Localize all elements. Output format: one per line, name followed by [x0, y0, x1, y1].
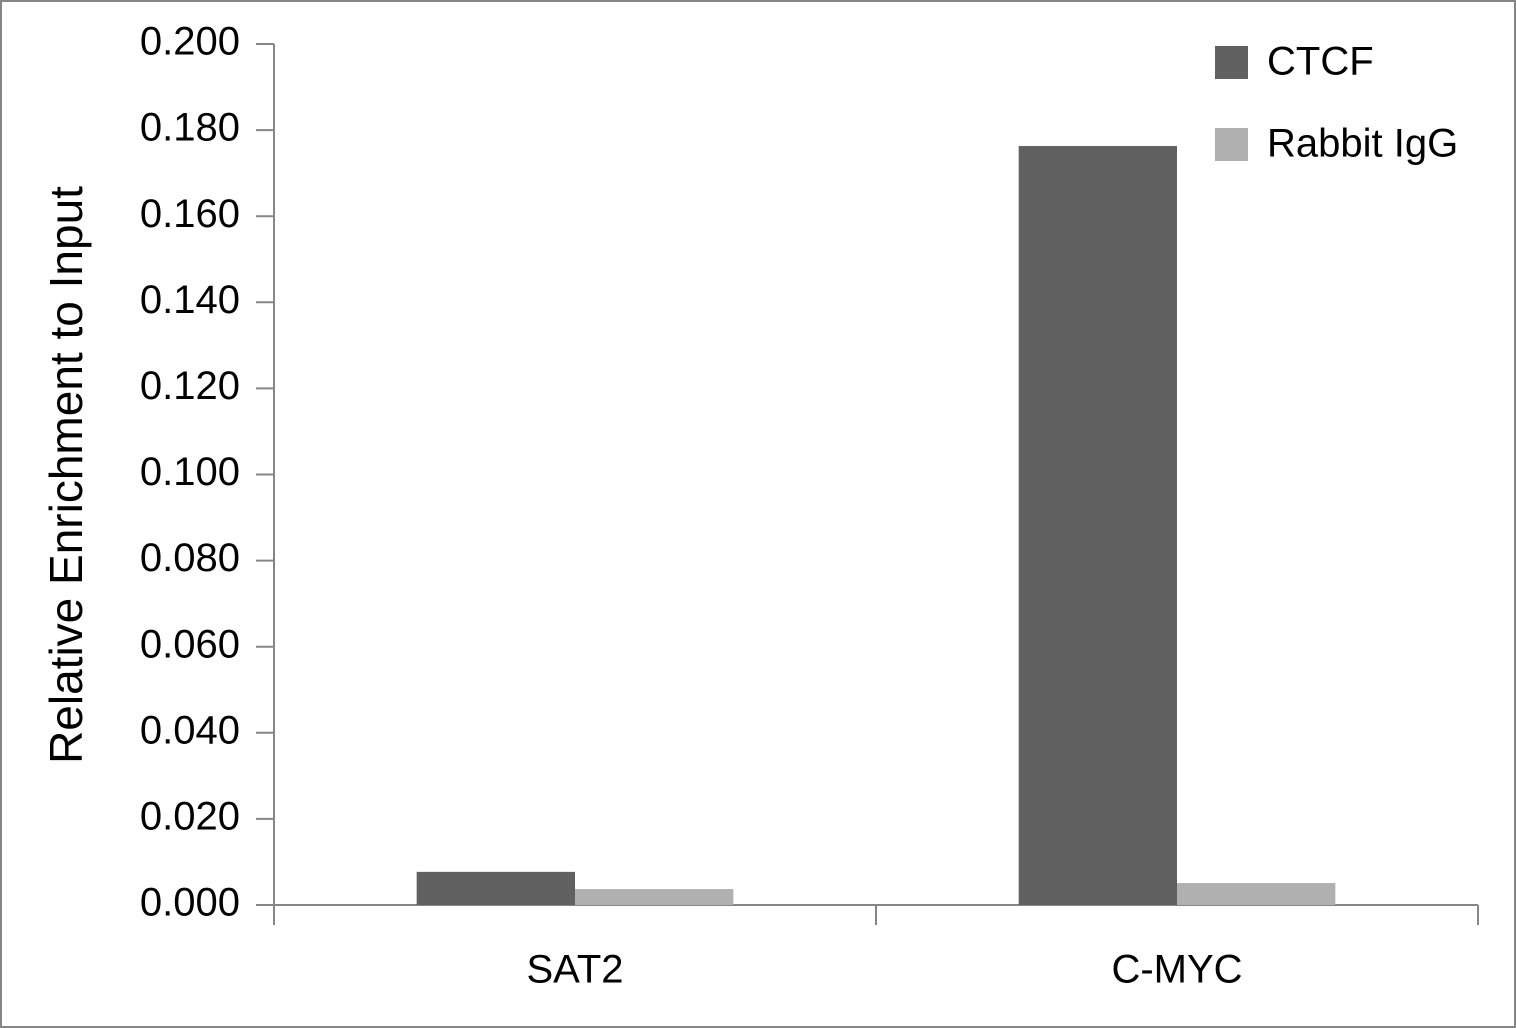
- y-tick-label: 0.060: [140, 622, 240, 666]
- bar: [1018, 146, 1177, 905]
- y-tick-label: 0.000: [140, 881, 240, 925]
- bar: [575, 889, 734, 905]
- legend-label: CTCF: [1267, 40, 1374, 84]
- y-tick-label: 0.020: [140, 794, 240, 838]
- bar: [1177, 883, 1336, 905]
- y-axis-label: Relative Enrichment to Input: [40, 186, 92, 764]
- legend-swatch: [1215, 46, 1248, 79]
- y-tick-label: 0.160: [140, 192, 240, 236]
- y-tick-label: 0.080: [140, 536, 240, 580]
- legend-swatch: [1215, 128, 1248, 161]
- y-tick-label: 0.180: [140, 106, 240, 150]
- x-tick-label: SAT2: [526, 948, 623, 992]
- bar: [416, 871, 575, 905]
- y-tick-label: 0.120: [140, 364, 240, 408]
- y-tick-label: 0.200: [140, 20, 240, 64]
- x-tick-label: C-MYC: [1111, 948, 1242, 992]
- y-tick-label: 0.140: [140, 278, 240, 322]
- y-tick-label: 0.040: [140, 708, 240, 752]
- y-tick-label: 0.100: [140, 450, 240, 494]
- legend-label: Rabbit IgG: [1267, 122, 1458, 166]
